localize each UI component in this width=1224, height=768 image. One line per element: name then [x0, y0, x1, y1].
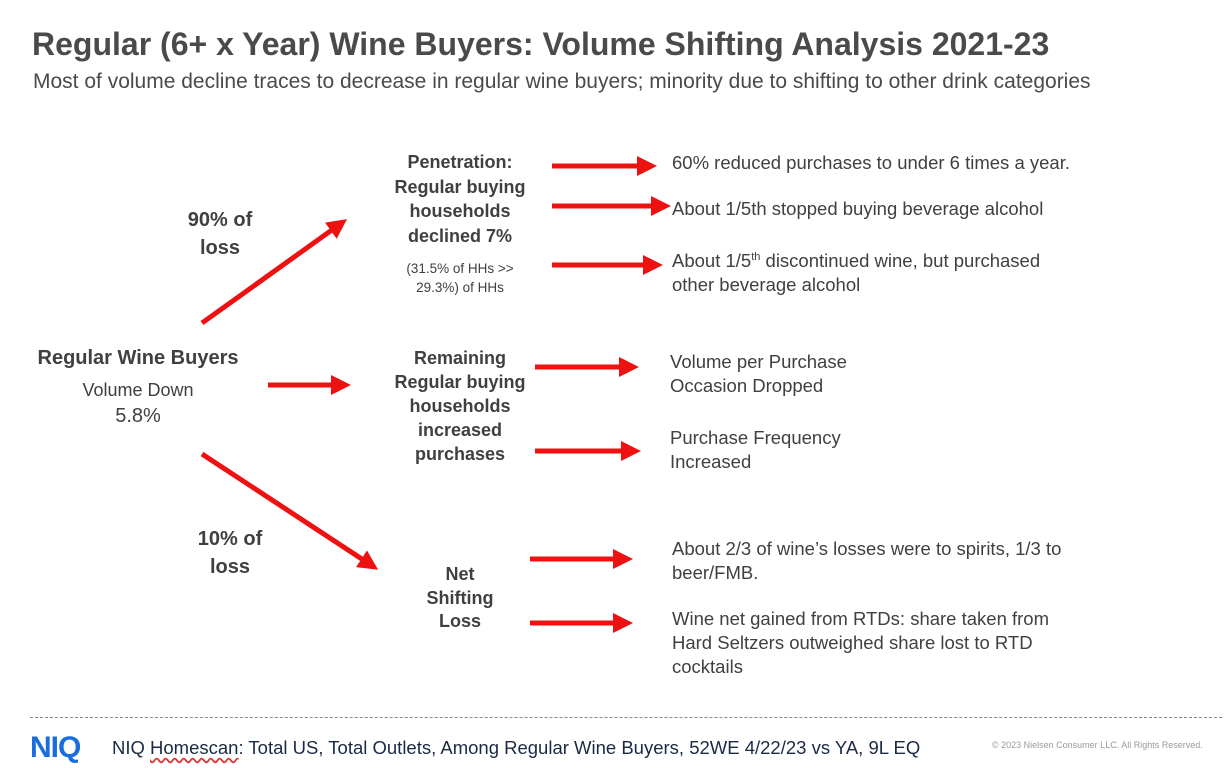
outcome-line: cocktails	[672, 656, 743, 677]
source-prefix: NIQ	[112, 737, 151, 758]
outcome-line: Increased	[670, 451, 752, 472]
copyright-notice: © 2023 Nielsen Consumer LLC. All Rights …	[992, 740, 1203, 750]
outcome-line: Volume per Purchase	[670, 351, 847, 372]
outcome-line: Purchase Frequency	[670, 427, 841, 448]
branch-line: declined 7%	[407, 225, 513, 246]
source-homescan: Homescan	[150, 737, 239, 758]
upper-share-label: 90% of loss	[160, 206, 280, 262]
branch-line: Remaining	[413, 348, 506, 368]
branch-line: Regular buying	[394, 372, 526, 392]
branch-line: purchases	[414, 444, 506, 464]
source-rest: : Total US, Total Outlets, Among Regular…	[238, 737, 921, 758]
root-volume-value: 5.8%	[115, 405, 161, 427]
penetration-note: (31.5% of HHs >> 29.3%) of HHs	[380, 259, 540, 297]
outcome-line: Hard Seltzers outweighed share lost to R…	[672, 632, 1033, 653]
outcome-rem-1: Volume per Purchase Occasion Dropped	[670, 350, 847, 398]
outcome-line: other beverage alcohol	[672, 274, 861, 296]
branch-line: increased	[417, 420, 503, 440]
branch-line: Shifting	[426, 587, 494, 608]
outcome-pen-3: About 1/5th discontinued wine, but purch…	[672, 245, 1040, 297]
outcome-line: beer/FMB.	[672, 562, 759, 583]
outcome-text: About 1/5	[672, 250, 752, 272]
root-title: Regular Wine Buyers	[37, 347, 239, 369]
branch-line: Net	[445, 564, 475, 584]
branch-line: Penetration:	[407, 152, 513, 172]
note-line: (31.5% of HHs >>	[406, 261, 514, 276]
branch-line: households	[409, 201, 511, 221]
branch-line: households	[409, 396, 511, 416]
note-line: 29.3%) of HHs	[416, 280, 504, 295]
upper-share-line: 90% of	[187, 209, 253, 231]
upper-share-line: loss	[199, 237, 241, 259]
outcome-net-2: Wine net gained from RTDs: share taken f…	[672, 607, 1049, 679]
outcome-line: Occasion Dropped	[670, 375, 824, 396]
branch-line: Regular buying	[394, 176, 526, 197]
footer-divider	[30, 717, 1222, 718]
outcome-pen-2: About 1/5th stopped buying beverage alco…	[672, 198, 1044, 219]
net-branch: Net Shifting Loss	[370, 563, 550, 634]
outcome-line: About 1/5th discontinued wine, but purch…	[672, 245, 1040, 273]
arrow-root-to-net	[200, 451, 379, 570]
outcome-line: About 2/3 of wine’s losses were to spiri…	[672, 538, 1062, 559]
outcome-pen-1: 60% reduced purchases to under 6 times a…	[672, 152, 1070, 173]
lower-share-line: 10% of	[197, 528, 263, 550]
ordinal-suffix: th	[751, 251, 761, 263]
lower-share-label: 10% of loss	[170, 525, 290, 581]
page-title: Regular (6+ x Year) Wine Buyers: Volume …	[32, 26, 1050, 62]
remaining-branch: Remaining Regular buying households incr…	[370, 346, 550, 466]
outcome-text: discontinued wine, but purchased	[760, 250, 1041, 272]
lower-share-line: loss	[209, 556, 251, 578]
source-note: NIQ Homescan: Total US, Total Outlets, A…	[112, 737, 920, 759]
arrow-root-to-penetration	[200, 219, 348, 326]
root-volume-label: Volume Down	[82, 380, 194, 400]
niq-logo: NIQ	[30, 731, 81, 764]
outcome-rem-2: Purchase Frequency Increased	[670, 426, 841, 474]
outcome-net-1: About 2/3 of wine’s losses were to spiri…	[672, 537, 1061, 585]
branch-line: Loss	[438, 611, 481, 631]
outcome-line: Wine net gained from RTDs: share taken f…	[672, 608, 1050, 629]
page-subtitle: Most of volume decline traces to decreas…	[33, 70, 1091, 93]
penetration-branch: Penetration: Regular buying households d…	[370, 150, 550, 248]
